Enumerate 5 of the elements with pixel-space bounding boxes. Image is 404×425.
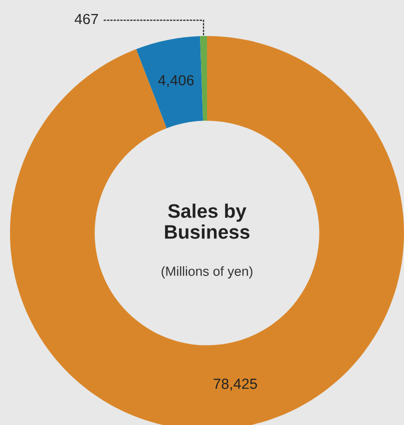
data-label: 78,425 [214,378,257,391]
data-label: 467 [74,14,98,24]
text: (Millions of yen) [162,266,252,279]
text: Sales by Business [165,204,250,239]
data-label: 4,406 [158,75,194,88]
